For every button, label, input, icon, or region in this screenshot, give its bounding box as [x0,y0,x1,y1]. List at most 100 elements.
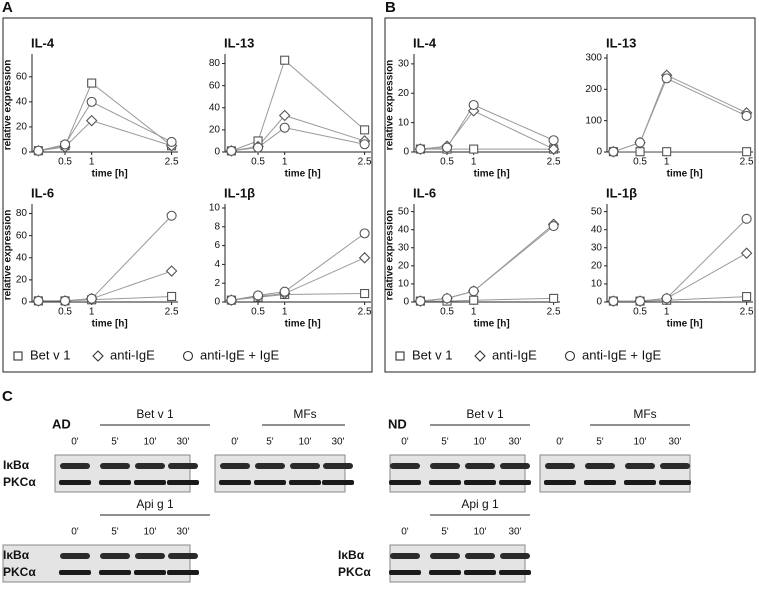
series-line [231,127,365,152]
blot-band [390,553,420,559]
data-point [166,136,177,148]
lane-label: 5' [441,527,449,538]
data-point [634,296,646,307]
x-tick-label: 1 [89,157,95,168]
y-tick-label: 0 [214,297,220,308]
chart-title: IL-1β [224,185,255,200]
blot-band [168,463,198,469]
y-tick-label: 40 [209,102,221,113]
series-line [420,110,554,150]
lane-label: 5' [111,437,119,448]
cohort-label: AD [52,416,71,431]
y-tick-label: 100 [585,115,602,126]
x-tick-label: 0.5 [58,157,72,168]
data-point [441,293,453,304]
blot-image [54,454,191,493]
series-line [38,215,172,302]
data-point [468,286,479,297]
y-tick-label: 20 [16,275,28,286]
series-line [613,77,747,153]
x-tick-label: 2.5 [165,157,179,168]
y-tick-label: 50 [591,206,603,217]
x-tick-label: 1 [282,157,288,168]
blot-band [584,480,616,485]
blot-band [255,463,285,469]
y-tick-label: 10 [398,279,410,290]
data-point [167,291,177,302]
y-tick-label: 40 [16,97,28,108]
x-axis-label: time [h] [285,319,321,330]
lane-label: 10' [633,437,646,448]
x-tick-label: 2.5 [547,157,561,168]
chart-title: IL-4 [413,35,437,50]
data-point [741,110,752,122]
data-point [252,142,264,153]
x-tick-label: 0.5 [440,157,454,168]
data-point [359,139,370,150]
blot-band [59,570,91,575]
series-line [38,82,172,152]
chart-title: IL-1β [606,185,637,200]
data-point [661,293,672,304]
legend-label: anti-IgE + IgE [200,347,279,362]
x-tick-label: 1 [471,157,477,168]
y-tick-label: 20 [209,125,221,136]
legend-label: Bet v 1 [30,347,70,362]
blot-band [389,480,421,485]
y-tick-label: 40 [591,224,603,235]
data-point [608,296,619,307]
protein-label: IκBα [338,548,365,562]
chart-title: IL-6 [413,185,436,200]
stimulus-label: MFs [293,407,316,421]
blot-band [135,463,165,469]
data-point [86,96,97,107]
data-point [634,137,646,148]
stimulus-label: Api g 1 [461,497,499,511]
blot-band [322,480,354,485]
x-tick-label: 0.5 [251,157,265,168]
y-tick-label: 2 [214,278,220,289]
data-point [548,221,559,232]
lane-label: 5' [111,527,119,538]
chart-title: IL-13 [606,35,636,50]
legend-marker [92,350,104,362]
blot-image [214,454,346,493]
blot-band [390,463,420,469]
blot-band [254,480,286,485]
data-point [59,295,71,306]
series-line [38,295,172,302]
x-tick-label: 2.5 [740,157,754,168]
series-line [38,120,172,152]
lane-label: 30' [668,437,681,448]
stimulus-label: Bet v 1 [466,407,504,421]
x-tick-label: 0.5 [251,307,265,318]
legend-label: Bet v 1 [412,347,452,362]
y-tick-label: 0 [21,147,27,158]
y-axis-label: relative expression [385,60,396,151]
x-tick-label: 1 [664,157,670,168]
y-tick-label: 40 [398,224,410,235]
blot-image [389,454,526,493]
lane-label: 5' [266,437,274,448]
chart-title: IL-13 [224,35,254,50]
series-line [420,297,554,302]
x-tick-label: 0.5 [58,307,72,318]
protein-label: IκBα [3,458,30,472]
y-tick-label: 4 [214,259,220,270]
x-tick-label: 0.5 [440,307,454,318]
blot-band [323,463,353,469]
blot-band [100,553,130,559]
series-line [420,225,554,302]
panel-label: B [385,0,396,16]
series-line [613,218,747,302]
data-point [547,143,560,155]
lane-label: 0' [401,437,409,448]
y-axis-label: relative expression [3,60,14,151]
blot-band [219,480,251,485]
series-line [420,104,554,150]
x-tick-label: 1 [664,307,670,318]
blot-image [539,454,691,493]
blot-band [220,463,250,469]
y-tick-label: 60 [16,230,28,241]
